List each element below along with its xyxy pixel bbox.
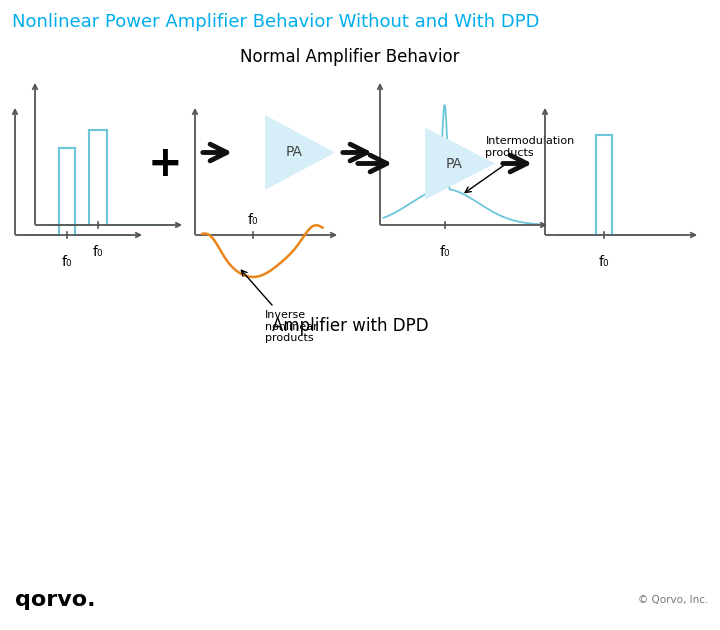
Text: © Qorvo, Inc.: © Qorvo, Inc.: [638, 595, 708, 605]
Text: qorvo.: qorvo.: [15, 590, 96, 610]
Text: Normal Amplifier Behavior: Normal Amplifier Behavior: [240, 48, 460, 66]
Text: Inverse
nonlinear
products: Inverse nonlinear products: [241, 270, 318, 343]
Text: Nonlinear Power Amplifier Behavior Without and With DPD: Nonlinear Power Amplifier Behavior Witho…: [12, 13, 539, 31]
Text: f₀: f₀: [62, 255, 72, 269]
Text: Intermodulation
products: Intermodulation products: [465, 136, 575, 193]
Text: Amplifier with DPD: Amplifier with DPD: [271, 317, 428, 335]
Text: f₀: f₀: [248, 213, 258, 227]
Text: PA: PA: [446, 156, 463, 171]
Text: PA: PA: [286, 146, 303, 159]
Polygon shape: [265, 115, 335, 190]
Text: f₀: f₀: [598, 255, 609, 269]
Text: +: +: [148, 142, 182, 185]
Polygon shape: [425, 127, 495, 200]
Text: f₀: f₀: [439, 245, 450, 259]
Text: f₀: f₀: [93, 245, 103, 259]
